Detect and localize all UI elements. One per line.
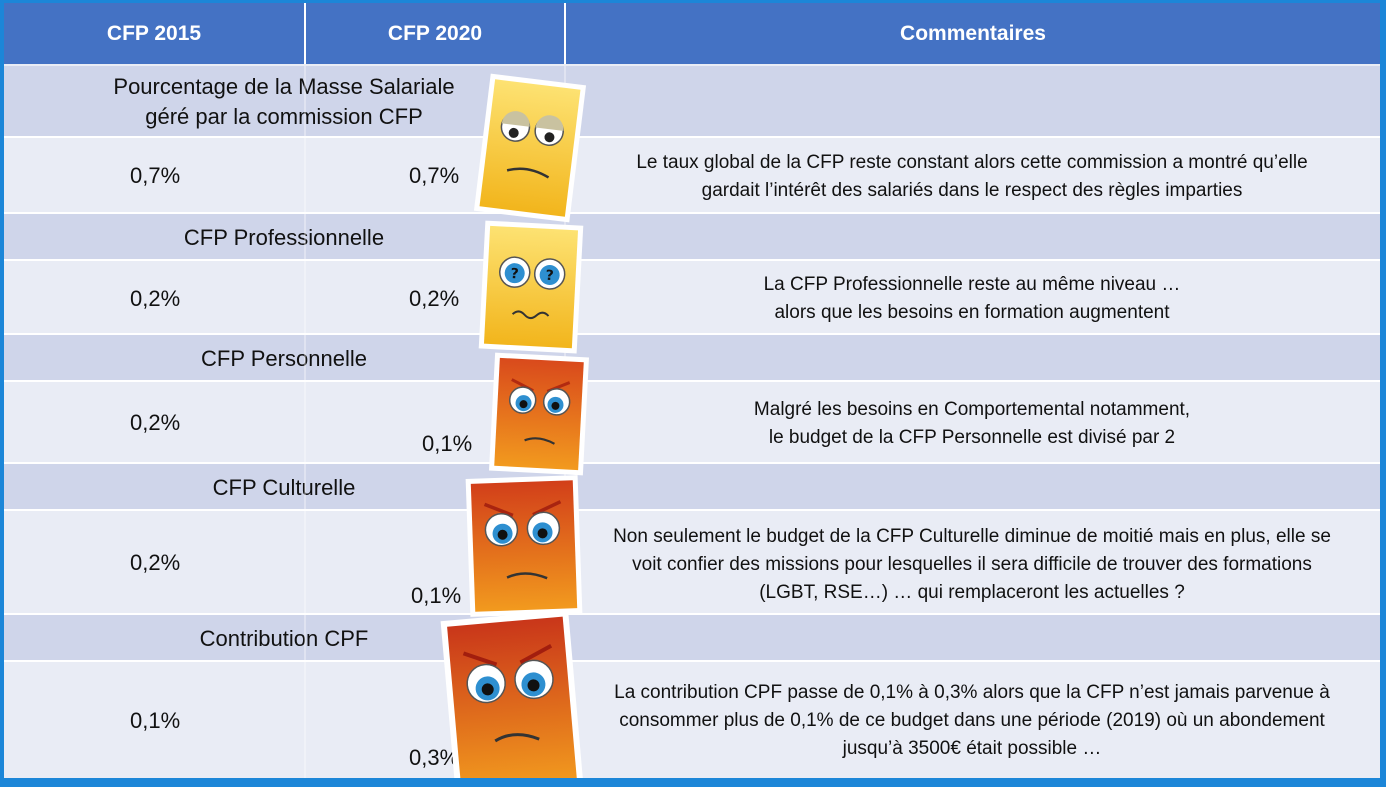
sad-yellow-face-icon — [473, 73, 587, 223]
svg-text:?: ? — [510, 266, 519, 282]
value-2020: 0,3% — [409, 745, 460, 770]
angry-orange-face-icon — [488, 352, 590, 476]
row-value-band — [4, 138, 1380, 212]
row-label: Pourcentage de la Masse Salariale géré p… — [4, 72, 564, 132]
comment-line: voit confier des missions pour lesquelle… — [632, 554, 1312, 575]
angry-red-face-icon — [440, 610, 584, 778]
value-2020: 0,1% — [422, 431, 473, 456]
row-separator — [4, 212, 1380, 214]
header-commentaires: Commentaires — [900, 21, 1046, 45]
column-divider — [304, 66, 306, 778]
header-divider — [564, 3, 566, 64]
value-2015: 0,2% — [130, 286, 181, 311]
row-separator — [4, 613, 1380, 615]
row-comment: Le taux global de la CFP reste constant … — [574, 149, 1370, 205]
row-label-line: CFP Professionnelle — [183, 225, 385, 250]
slide: CFP 2015 CFP 2020 Commentaires Pourcenta… — [4, 3, 1380, 778]
comment-line: Malgré les besoins en Comportemental not… — [753, 399, 1191, 420]
value-2015: 0,7% — [130, 163, 181, 188]
value-2015: 0,2% — [130, 410, 181, 435]
comment-line: (LGBT, RSE…) … qui remplaceront les actu… — [759, 582, 1185, 603]
comment-line: La CFP Professionnelle reste au même niv… — [763, 274, 1181, 295]
row-label: CFP Culturelle — [4, 473, 564, 503]
row-label-band — [4, 214, 1380, 259]
value-2015: 0,2% — [130, 550, 181, 575]
row-comment: La CFP Professionnelle reste au même niv… — [574, 271, 1370, 327]
comment-line: La contribution CPF passe de 0,1% à 0,3%… — [614, 682, 1330, 703]
row-value-band — [4, 261, 1380, 333]
angry-orange-face-icon — [465, 475, 583, 617]
row-separator — [4, 462, 1380, 464]
row-value-band — [4, 511, 1380, 613]
row-label: CFP Personnelle — [4, 344, 564, 374]
row-label-line: Contribution CPF — [199, 626, 369, 651]
comment-line: le budget de la CFP Personnelle est divi… — [768, 427, 1176, 448]
value-2015: 0,1% — [130, 708, 181, 733]
row-separator — [4, 259, 1380, 261]
header-cfp-2020: CFP 2020 — [387, 21, 483, 45]
comment-line: Non seulement le budget de la CFP Cultur… — [613, 526, 1331, 547]
value-2020: 0,2% — [409, 286, 460, 311]
row-label-band — [4, 464, 1380, 509]
row-label-line: géré par la commission CFP — [145, 104, 423, 129]
svg-text:?: ? — [545, 268, 554, 284]
row-label: CFP Professionnelle — [4, 223, 564, 253]
row-separator — [4, 509, 1380, 511]
row-separator — [4, 333, 1380, 335]
row-separator — [4, 380, 1380, 382]
row-label-band — [4, 615, 1380, 660]
value-2020: 0,1% — [411, 583, 462, 608]
value-2020: 0,7% — [409, 163, 460, 188]
comment-line: Le taux global de la CFP reste constant … — [636, 152, 1308, 173]
comment-line: alors que les besoins en formation augme… — [774, 302, 1170, 323]
row-value-band — [4, 662, 1380, 778]
comment-line: gardait l’intérêt des salariés dans le r… — [701, 180, 1243, 201]
header-divider — [304, 3, 306, 64]
confused-yellow-face-icon: ? ? — [478, 220, 584, 354]
header-cfp-2015: CFP 2015 — [106, 21, 202, 45]
row-label-band — [4, 335, 1380, 380]
row-label-line: CFP Personnelle — [201, 346, 367, 371]
row-separator — [4, 136, 1380, 138]
row-separator — [4, 660, 1380, 662]
row-comment: Non seulement le budget de la CFP Cultur… — [574, 523, 1370, 607]
row-label: Contribution CPF — [4, 624, 564, 654]
row-label-line: Pourcentage de la Masse Salariale — [113, 74, 455, 99]
comment-line: jusqu’à 3500€ était possible … — [842, 738, 1102, 759]
row-comment: La contribution CPF passe de 0,1% à 0,3%… — [574, 679, 1370, 763]
table-header: CFP 2015 CFP 2020 Commentaires — [4, 3, 1380, 64]
row-comment: Malgré les besoins en Comportemental not… — [574, 396, 1370, 452]
row-value-band — [4, 382, 1380, 462]
comment-line: consommer plus de 0,1% de ce budget dans… — [619, 710, 1325, 731]
row-label-line: CFP Culturelle — [212, 475, 356, 500]
row-label-band — [4, 66, 1380, 136]
